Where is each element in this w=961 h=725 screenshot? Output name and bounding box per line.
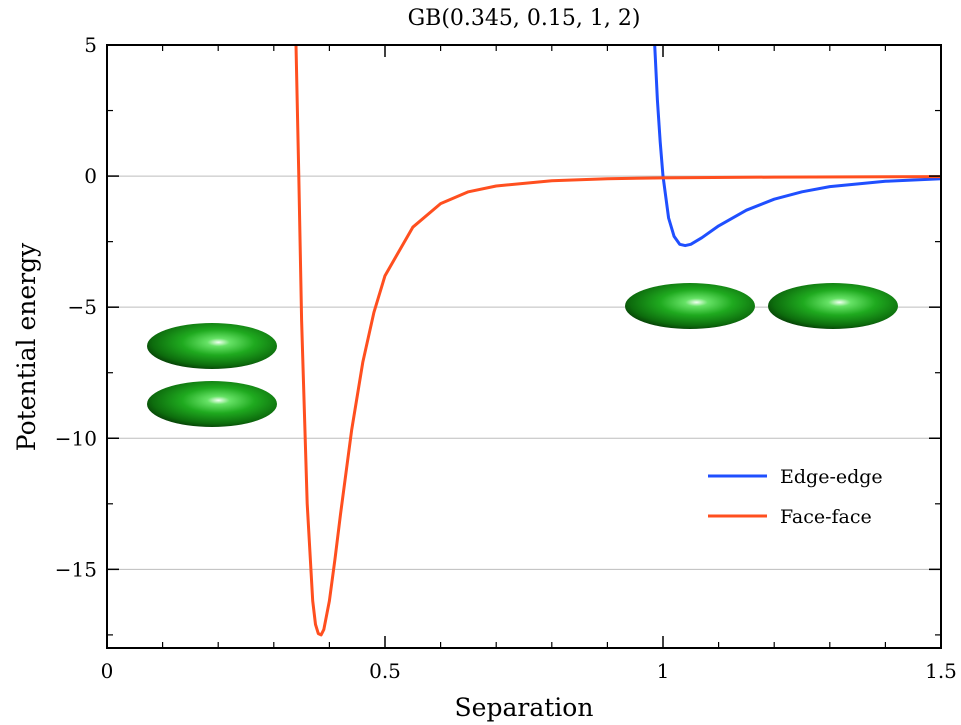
y-tick-label: −15 [55,557,97,581]
x-axis-label: Separation [455,693,594,722]
y-tick-label: 5 [84,33,97,57]
x-tick-label: 1.5 [925,659,957,683]
legend-label-edge-edge: Edge-edge [780,466,883,488]
x-tick-label: 0 [101,659,114,683]
y-tick-label: −5 [68,295,97,319]
axes: 0 0.5 1 1.5 5 0 −5 −10 −15 [55,33,957,683]
plot-frame [106,44,942,649]
y-tick-label: −10 [55,426,97,450]
legend: Edge-edge Face-face [708,466,883,528]
x-tick-label: 1 [657,659,670,683]
y-axis-label: Potential energy [12,242,41,451]
series-line-edge-edge [653,45,941,248]
edge-edge-ellipsoid-illustration [625,283,898,329]
y-tick-label: 0 [84,164,97,188]
ellipsoid-icon [147,381,277,427]
face-face-ellipsoid-illustration [147,323,277,427]
ellipsoid-icon [768,283,898,329]
ellipsoid-icon [147,323,277,369]
ellipsoid-icon [625,283,755,329]
chart-title: GB(0.345, 0.15, 1, 2) [408,6,641,31]
legend-label-face-face: Face-face [780,506,872,528]
series-line-face-face [294,45,941,637]
series-layer [294,45,941,637]
x-tick-label: 0.5 [369,659,401,683]
